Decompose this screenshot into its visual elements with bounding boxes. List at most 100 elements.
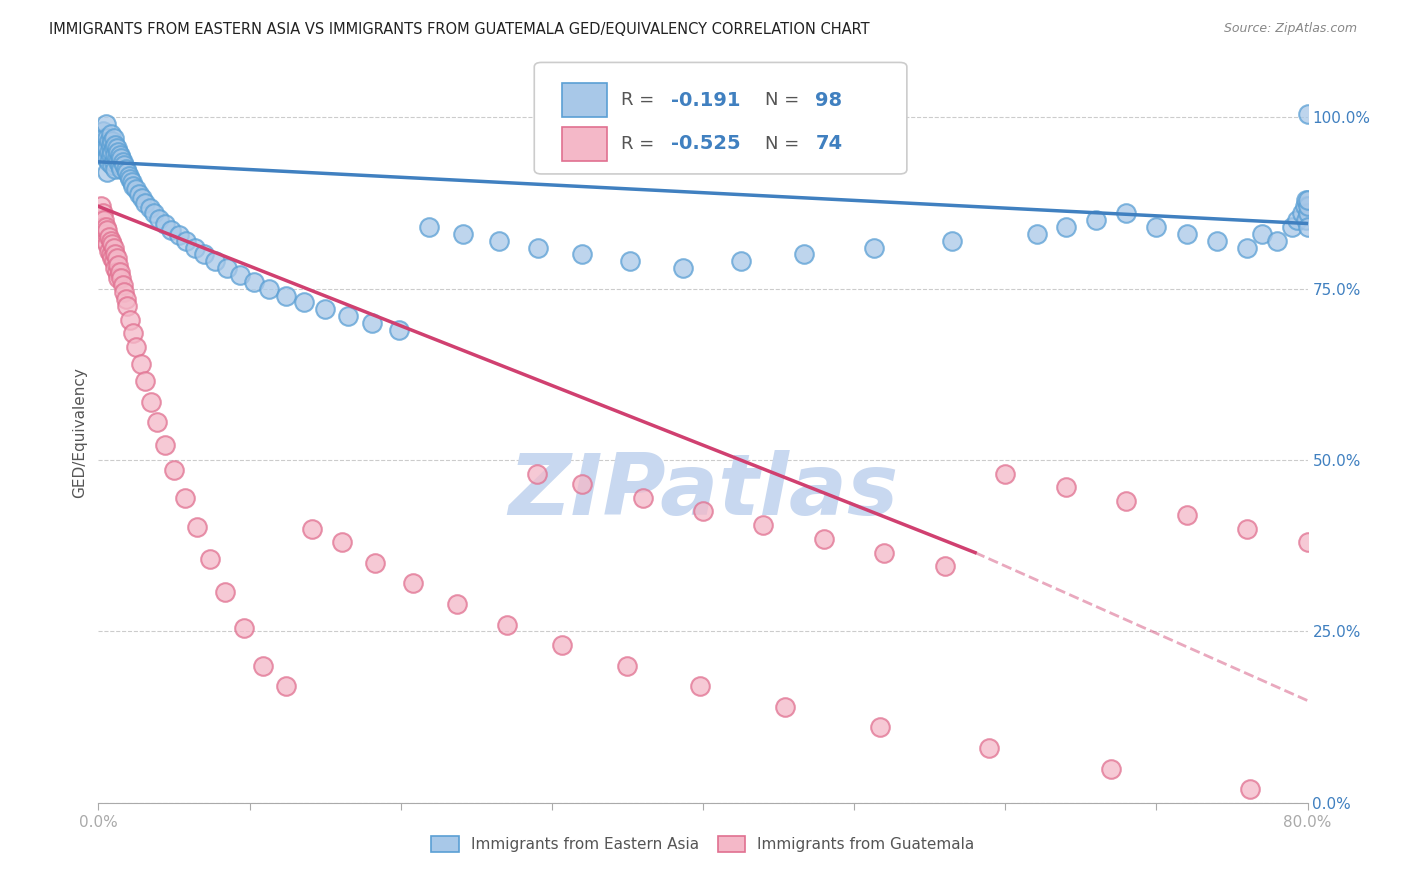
Text: -0.191: -0.191: [671, 91, 740, 110]
Point: [100, 247, 122, 261]
Point: [526, 467, 548, 481]
Point: [186, 520, 208, 534]
Text: R =: R =: [621, 91, 661, 109]
Point: [1291, 206, 1313, 220]
Text: R =: R =: [621, 135, 661, 153]
Point: [1085, 213, 1108, 227]
Point: [1296, 107, 1319, 121]
Point: [301, 522, 323, 536]
Point: [115, 299, 138, 313]
Point: [96, 131, 118, 145]
Point: [1239, 782, 1261, 797]
Point: [111, 154, 134, 169]
Point: [167, 228, 190, 243]
Point: [125, 182, 148, 196]
Point: [101, 134, 124, 148]
Point: [1294, 199, 1316, 213]
Point: [120, 172, 142, 186]
Point: [114, 292, 136, 306]
Point: [1054, 219, 1077, 234]
Point: [146, 415, 169, 429]
Point: [1295, 213, 1317, 227]
Point: [873, 545, 896, 559]
Point: [122, 178, 145, 193]
Point: [977, 741, 1000, 756]
Point: [173, 491, 195, 505]
Point: [1175, 227, 1198, 241]
Text: ZIPatlas: ZIPatlas: [508, 450, 898, 533]
Point: [98, 230, 121, 244]
Point: [98, 154, 121, 169]
Point: [100, 234, 122, 248]
Point: [103, 141, 125, 155]
Point: [1267, 234, 1289, 248]
Point: [90, 213, 112, 227]
Point: [174, 235, 197, 249]
Point: [91, 124, 114, 138]
Point: [689, 679, 711, 693]
Point: [153, 438, 176, 452]
Point: [94, 234, 117, 248]
Point: [631, 491, 654, 505]
Point: [252, 658, 274, 673]
Point: [115, 165, 138, 179]
Point: [148, 211, 170, 226]
Point: [994, 467, 1017, 481]
Point: [94, 152, 117, 166]
Point: [141, 394, 163, 409]
Point: [941, 234, 963, 248]
Point: [103, 254, 125, 268]
Point: [129, 357, 152, 371]
Point: [793, 247, 815, 261]
Point: [90, 199, 112, 213]
Point: [96, 237, 118, 252]
Point: [451, 227, 474, 241]
Point: [184, 240, 207, 255]
Point: [214, 585, 236, 599]
Point: [118, 169, 141, 183]
Point: [112, 285, 135, 299]
Point: [94, 137, 117, 152]
Point: [1099, 762, 1122, 776]
Point: [104, 148, 127, 162]
Point: [773, 699, 796, 714]
Point: [336, 309, 359, 323]
Point: [93, 213, 115, 227]
Point: [128, 187, 150, 202]
Point: [107, 271, 129, 285]
Point: [96, 141, 118, 155]
Point: [134, 196, 156, 211]
Point: [1296, 199, 1319, 213]
Point: [125, 340, 148, 354]
Point: [752, 518, 775, 533]
Point: [143, 206, 166, 220]
Point: [101, 145, 124, 159]
Point: [139, 201, 162, 215]
Point: [1281, 219, 1303, 234]
Text: 74: 74: [815, 135, 842, 153]
Point: [108, 148, 131, 162]
Point: [274, 679, 297, 693]
Point: [571, 477, 593, 491]
Point: [93, 131, 115, 145]
Point: [364, 556, 387, 570]
Point: [131, 191, 153, 205]
Text: 98: 98: [815, 91, 842, 110]
Point: [402, 576, 425, 591]
Point: [98, 244, 121, 258]
Point: [121, 175, 143, 189]
Point: [100, 148, 122, 162]
Point: [122, 326, 145, 341]
Point: [104, 247, 127, 261]
Point: [112, 158, 135, 172]
Point: [314, 302, 336, 317]
Point: [105, 141, 128, 155]
Point: [100, 137, 122, 152]
Point: [107, 145, 129, 159]
Point: [813, 532, 835, 546]
Point: [107, 154, 129, 169]
Point: [1115, 206, 1137, 220]
Point: [110, 161, 132, 176]
Text: N =: N =: [765, 91, 804, 109]
Point: [100, 128, 122, 142]
